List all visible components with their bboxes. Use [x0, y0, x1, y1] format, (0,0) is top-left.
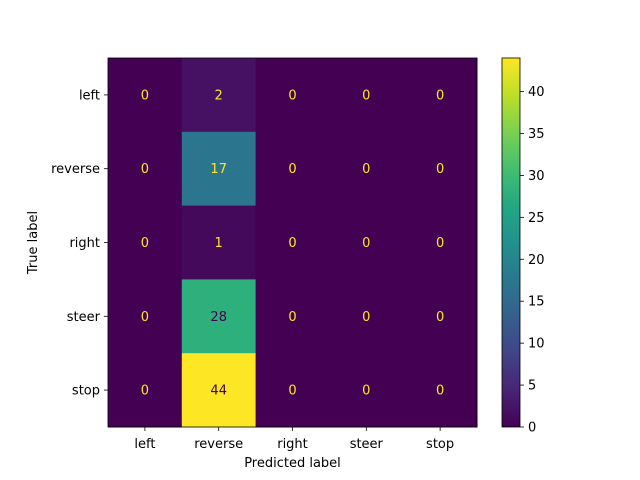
colorbar-tick-label: 0	[528, 421, 536, 436]
heatmap-cell	[181, 58, 257, 133]
cell-value-label: 0	[436, 236, 444, 251]
x-axis-ticks: left reverse right steer stop	[134, 427, 454, 452]
cell-value-label: 0	[436, 384, 444, 399]
heatmap-cell	[108, 279, 183, 354]
heatmap-cell	[181, 279, 257, 354]
heatmap-cell	[403, 353, 478, 428]
cell-value-label: 0	[288, 384, 296, 399]
cell-value-label: 2	[215, 88, 223, 103]
cell-value-label: 0	[141, 310, 149, 325]
heatmap-cell	[255, 131, 330, 207]
heatmap-cells: 0 2 0 0 0 0 17 0 0 0 0 1 0 0 0 0 28 0 0 0 0 44 0 0 0	[108, 58, 478, 428]
heatmap-cell	[108, 131, 183, 207]
y-tick-label: stop	[72, 384, 100, 399]
colorbar-tick-label: 5	[528, 379, 536, 394]
colorbar-tick-label: 15	[528, 295, 545, 310]
cell-value-label: 0	[436, 310, 444, 325]
y-tick-label: right	[69, 236, 100, 251]
colorbar-tick-label: 25	[528, 211, 545, 226]
cell-value-label: 0	[288, 162, 296, 177]
cell-value-label: 0	[288, 236, 296, 251]
heatmap-cell	[255, 205, 330, 280]
y-tick-label: left	[79, 88, 100, 103]
heatmap-cell	[255, 58, 330, 133]
y-axis-label: True label	[26, 211, 41, 275]
cell-value-label: 0	[362, 310, 370, 325]
heatmap-cell	[181, 353, 257, 428]
heatmap-cell	[329, 279, 404, 354]
heatmap-cell	[329, 205, 404, 280]
x-tick-label: reverse	[194, 437, 243, 452]
x-tick-label: left	[134, 437, 155, 452]
colorbar-gradient	[502, 58, 520, 427]
x-axis-label: Predicted label	[244, 456, 341, 471]
cell-value-label: 0	[141, 236, 149, 251]
x-tick-label: stop	[426, 437, 454, 452]
heatmap-cell	[181, 131, 257, 207]
colorbar-tick-label: 35	[528, 127, 545, 142]
cell-value-label: 44	[210, 384, 227, 399]
heatmap-cell	[181, 205, 257, 280]
colorbar-tick-label: 20	[528, 253, 545, 268]
cell-value-label: 0	[141, 162, 149, 177]
heatmap-cell	[403, 58, 478, 133]
y-tick-label: steer	[67, 310, 101, 325]
heatmap-cell	[329, 131, 404, 207]
cell-value-label: 0	[362, 384, 370, 399]
colorbar-tick-label: 10	[528, 337, 545, 352]
heatmap-cell	[329, 58, 404, 133]
y-tick-label: reverse	[51, 162, 100, 177]
cell-value-label: 0	[362, 162, 370, 177]
cell-value-label: 0	[141, 384, 149, 399]
colorbar-frame	[501, 57, 521, 428]
heatmap-cell	[403, 279, 478, 354]
x-tick-label: right	[277, 437, 308, 452]
cell-value-label: 0	[288, 88, 296, 103]
cell-value-label: 0	[436, 88, 444, 103]
cell-value-label: 0	[436, 162, 444, 177]
cell-value-label: 17	[210, 162, 227, 177]
heatmap-cell	[403, 131, 478, 207]
cell-value-label: 0	[141, 88, 149, 103]
cell-value-label: 0	[362, 236, 370, 251]
heatmap-cell	[108, 205, 183, 280]
colorbar-tick-label: 40	[528, 85, 545, 100]
heatmap-cell	[108, 353, 183, 428]
heatmap-cell	[403, 205, 478, 280]
cell-value-label: 0	[288, 310, 296, 325]
cell-value-label: 0	[362, 88, 370, 103]
heatmap-cell	[255, 353, 330, 428]
colorbar-tick-label: 30	[528, 169, 545, 184]
cell-value-label: 28	[210, 310, 227, 325]
colorbar: 0 5 10 15 20 25 30 35 40	[501, 57, 545, 436]
y-axis-ticks: left reverse right steer stop	[51, 88, 108, 399]
cell-value-label: 1	[215, 236, 223, 251]
heatmap-cell	[329, 353, 404, 428]
heatmap-cell	[255, 279, 330, 354]
x-tick-label: steer	[350, 437, 384, 452]
heatmap-cell	[108, 58, 183, 133]
